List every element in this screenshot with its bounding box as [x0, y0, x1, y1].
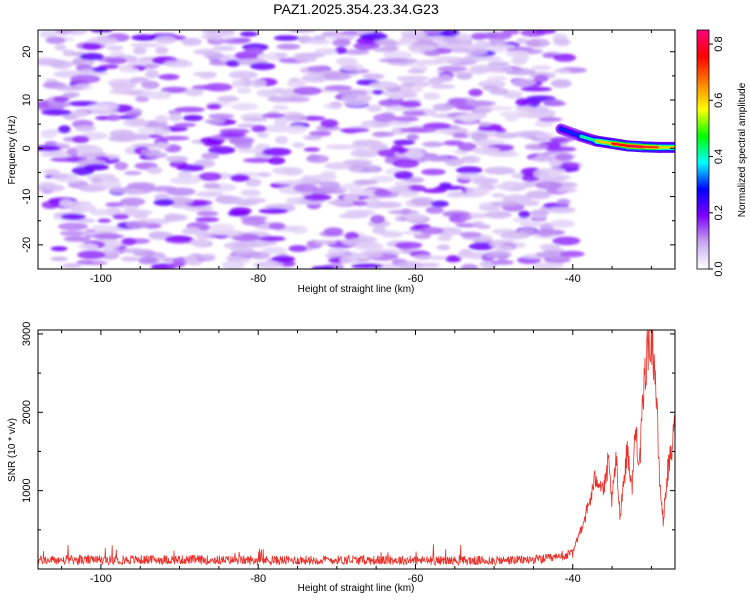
y-tick-label: 1000 [21, 478, 33, 502]
y-tick-label: -10 [21, 189, 33, 205]
snr-frame [37, 329, 676, 570]
y-tick-label: 2000 [21, 400, 33, 424]
y-tick-label: 20 [21, 46, 33, 58]
spectrogram-y-axis-label: Frequency (Hz) [7, 116, 18, 185]
snr-axes: -100 -80 -60 -40 1000 2000 3000 [21, 322, 675, 585]
y-tick-label: -20 [21, 237, 33, 253]
x-tick-label: -100 [90, 273, 112, 285]
snr-series-line [38, 330, 675, 567]
snr-panel: -100 -80 -60 -40 1000 2000 3000 Height of stra… [7, 322, 676, 594]
colorbar-bar [696, 29, 710, 270]
snr-y-axis-label: SNR (10 * v/v) [7, 418, 18, 482]
spectrogram-frame [37, 29, 676, 270]
y-tick-label: 3000 [21, 322, 33, 346]
x-tick-label: -40 [565, 573, 581, 585]
x-tick-label: -60 [408, 573, 424, 585]
colorbar-tick-label: 0.4 [713, 149, 725, 164]
colorbar-tick-label: 0.0 [713, 261, 725, 276]
chart-title: PAZ1.2025.354.23.34.G23 [273, 1, 439, 17]
x-tick-label: -60 [408, 273, 424, 285]
x-tick-label: -80 [250, 573, 266, 585]
colorbar: 0.0 0.2 0.4 0.6 0.8 Normalized spectral ampl… [696, 29, 748, 277]
spectrogram-x-axis-label: Height of straight line (km) [298, 284, 415, 295]
colorbar-label: Normalized spectral amplitude [737, 82, 748, 217]
y-tick-label: 0 [21, 145, 33, 151]
y-tick-label: 10 [21, 94, 33, 106]
colorbar-tick-label: 0.2 [713, 205, 725, 220]
colorbar-ticks: 0.0 0.2 0.4 0.6 0.8 [709, 36, 725, 277]
colorbar-tick-label: 0.8 [713, 36, 725, 51]
x-tick-label: -40 [565, 273, 581, 285]
spectrogram-heatmap [38, 30, 675, 269]
noise-texture [38, 30, 588, 269]
signal-ridge [555, 123, 675, 153]
colorbar-tick-label: 0.6 [713, 93, 725, 108]
x-tick-label: -80 [250, 273, 266, 285]
snr-x-axis-label: Height of straight line (km) [298, 583, 415, 594]
snr-plot-area [38, 330, 675, 567]
x-tick-label: -100 [90, 573, 112, 585]
